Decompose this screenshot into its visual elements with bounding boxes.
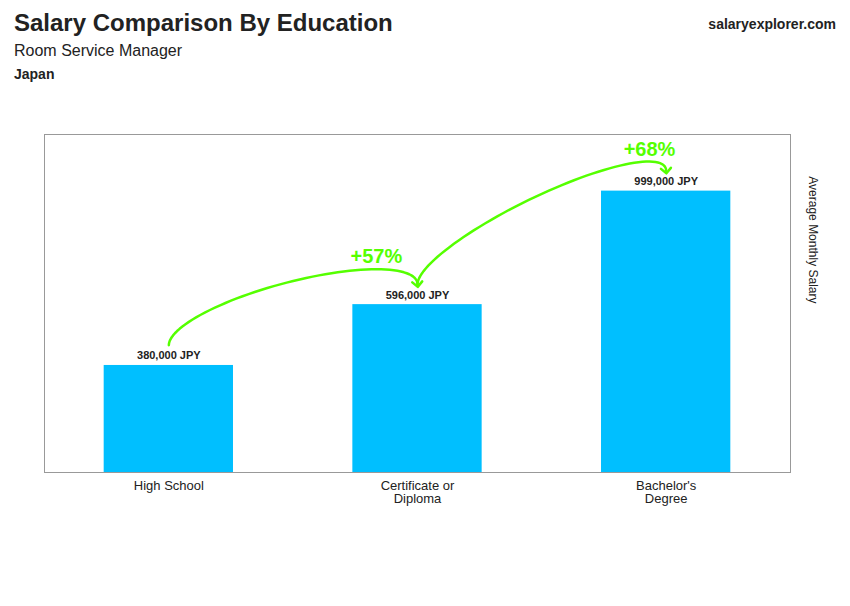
svg-text:999,000 JPY: 999,000 JPY (634, 175, 698, 187)
html-text:Room Service Manager: Room Service Manager (14, 42, 183, 59)
html-text:Japan: Japan (14, 66, 55, 82)
svg-text:Bachelor'sDegree: Bachelor'sDegree (636, 478, 697, 506)
svg-text:+68%: +68% (624, 138, 676, 160)
svg-text:+57%: +57% (351, 245, 403, 267)
html-text:Salary Comparison By Education: Salary Comparison By Education (14, 9, 393, 36)
svg-text:Certificate orDiploma: Certificate orDiploma (381, 478, 455, 506)
svg-text:596,000 JPY: 596,000 JPY (386, 289, 450, 301)
svg-text:380,000 JPY: 380,000 JPY (137, 349, 201, 361)
svg-text:High School: High School (134, 478, 204, 493)
svg-text:Average Monthly Salary: Average Monthly Salary (806, 176, 820, 303)
html-text:salaryexplorer.com: salaryexplorer.com (708, 16, 836, 32)
